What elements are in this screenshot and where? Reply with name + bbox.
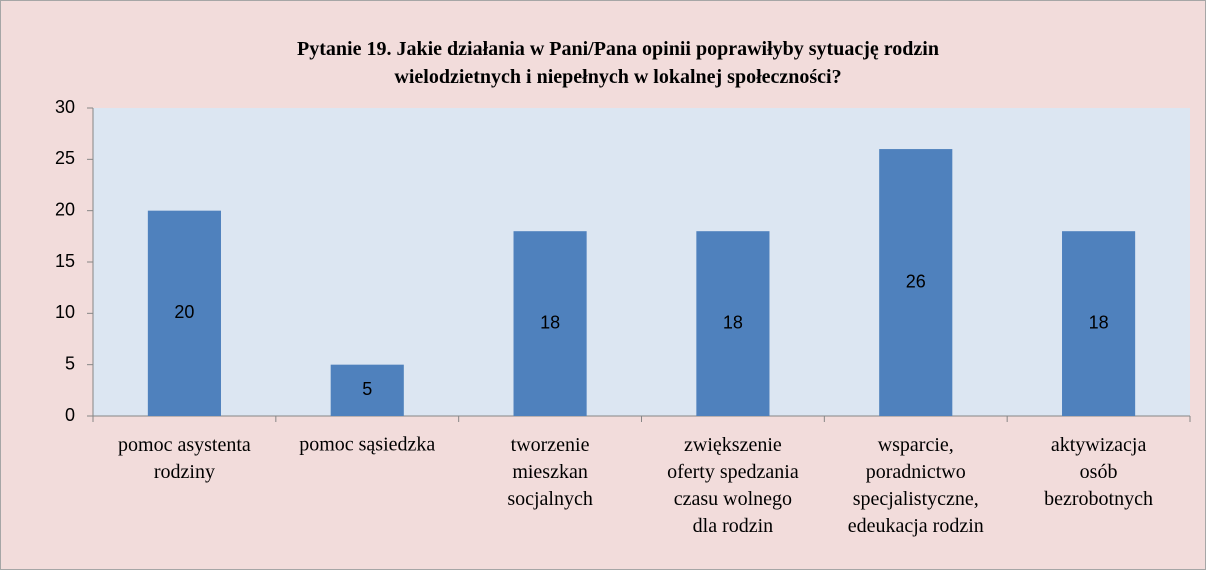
bar <box>1062 231 1136 416</box>
data-label: 5 <box>362 379 372 399</box>
data-label: 18 <box>723 312 743 332</box>
y-tick-label: 25 <box>55 148 75 168</box>
plot-area <box>93 108 1190 416</box>
y-tick-label: 20 <box>55 199 75 219</box>
bar <box>696 231 770 416</box>
data-label: 18 <box>1089 312 1109 332</box>
y-tick-label: 30 <box>55 97 75 117</box>
x-tick-label: aktywizacja osób bezrobotnych <box>1044 434 1153 510</box>
y-tick-label: 5 <box>65 353 75 373</box>
bar <box>879 149 953 417</box>
x-tick-label: tworzenie mieszkan socjalnych <box>507 434 593 510</box>
x-tick-label: zwiększenie oferty spedzania czasu wolnego… <box>667 434 799 537</box>
data-label: 18 <box>540 312 560 332</box>
x-tick-label: pomoc asystenta rodziny <box>118 434 251 483</box>
y-tick-label: 10 <box>55 302 75 322</box>
bar <box>147 210 221 416</box>
y-tick-label: 0 <box>65 405 75 425</box>
chart-title: Pytanie 19. Jakie działania w Pani/Pana … <box>297 38 939 88</box>
y-tick-label: 15 <box>55 251 75 271</box>
data-label: 20 <box>174 302 194 322</box>
x-tick-label: wsparcie, poradnictwo specjalistyczne, edeu… <box>848 434 984 537</box>
x-tick-label: pomoc sąsiedzka <box>299 434 435 456</box>
data-label: 26 <box>906 271 926 291</box>
bar <box>513 231 587 416</box>
bar <box>330 364 404 416</box>
